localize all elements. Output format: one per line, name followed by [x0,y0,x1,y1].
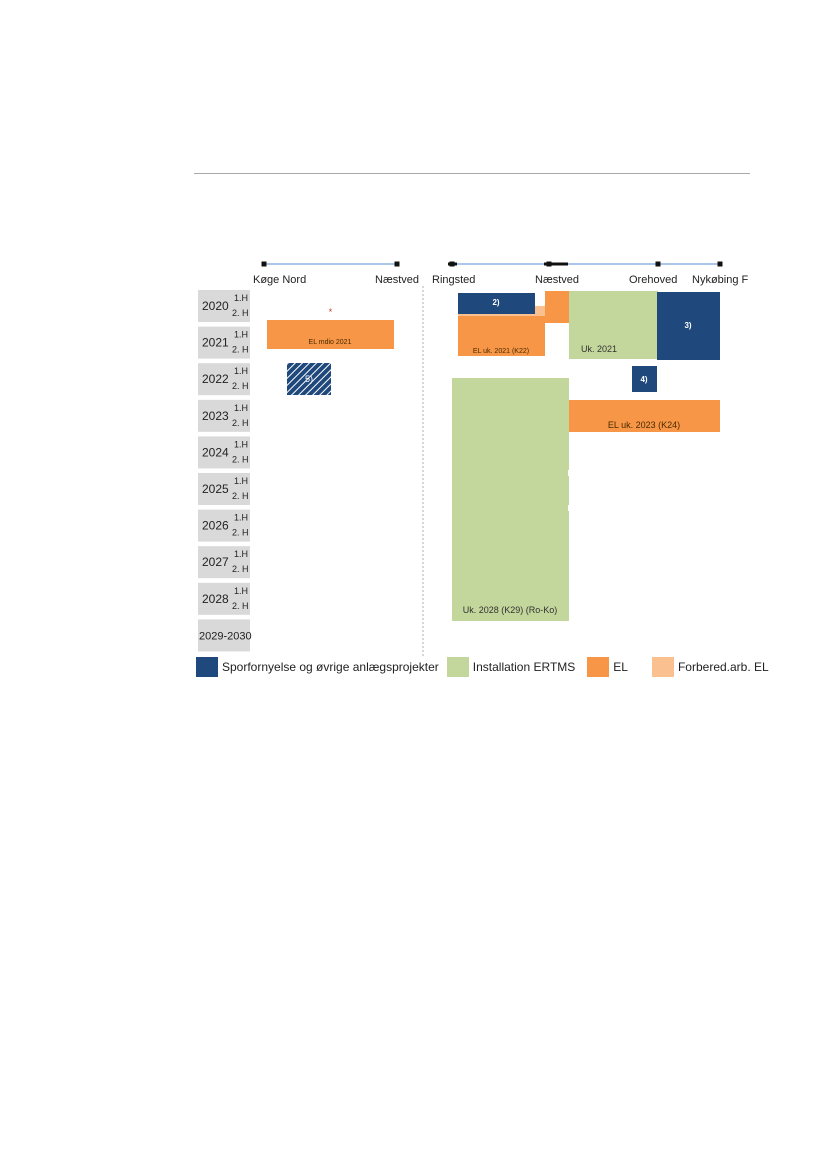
year-cell [198,546,250,579]
legend-label: Sporfornyelse og øvrige anlægsprojekter [222,660,439,674]
legend-label: Forbered.arb. EL [677,660,769,674]
year-label: 2025 [202,482,229,496]
bar-label: 5) [305,374,313,384]
year-cell [198,436,250,469]
legend-label: Installation ERTMS [472,660,576,674]
bar-gap [568,470,571,476]
half-label: 2. H [232,418,249,428]
half-label: 1.H [234,293,248,303]
legend-item-el: EL [587,657,628,677]
half-label: 1.H [234,403,248,413]
bar-note: * [329,307,333,317]
year-label: 2027 [202,555,229,569]
half-label: 1.H [234,513,248,523]
station-label: Ringsted [432,274,475,286]
bar-spor [458,293,535,314]
legend-label: EL [613,660,628,674]
year-label: 2028 [202,592,229,606]
legend-item-spor: Sporfornyelse og øvrige anlægsprojekter [196,657,439,677]
half-label: 1.H [234,476,248,486]
header-rule [194,173,750,174]
year-cell [198,619,250,652]
bar-label: EL uk. 2021 (K22) [473,348,529,355]
bar-ertms [569,291,658,359]
bar-gap [568,505,571,511]
bar-el [458,316,545,356]
year-label: 2023 [202,409,229,423]
station-label: Nykøbing F [692,274,749,286]
legend-swatch [196,657,218,677]
bar-label: Uk. 2021 [581,344,617,354]
half-label: 2. H [232,345,249,355]
station-marker [717,261,723,267]
year-cell [198,509,250,542]
bar-label: EL uk. 2023 (K24) [608,420,680,430]
bar-label: EL mdio 2021 [309,339,352,346]
half-label: 1.H [234,586,248,596]
year-cell [198,399,250,432]
year-cell [198,290,250,322]
half-label: 1.H [234,549,248,559]
legend-swatch [446,657,469,677]
half-label: 1.H [234,330,248,340]
year-cell [198,582,250,615]
half-label: 2. H [232,308,249,318]
year-cell [198,363,250,396]
half-label: 2. H [232,381,249,391]
station-label: Næstved [375,274,419,286]
station-marker [394,261,400,267]
bar-el [545,291,569,323]
station-marker [261,261,267,267]
bar-label: 4) [640,375,647,384]
year-label: 2026 [202,519,229,533]
half-label: 1.H [234,439,248,449]
year-label: 2024 [202,445,229,459]
bar-label: 2) [492,298,499,307]
legend-swatch [587,657,610,677]
legend-item-ertms: Installation ERTMS [446,657,576,677]
year-label: 2020 [202,299,229,313]
bar-spor [287,363,331,395]
bar-label: Uk. 2028 (K29) (Ro-Ko) [463,605,558,615]
bar-el [267,320,394,349]
station-label: Orehoved [629,274,677,286]
year-label: 2029-2030 [199,630,252,642]
station-label: Næstved [535,274,579,286]
legend-swatch [651,657,674,677]
year-cell [198,326,250,359]
half-label: 2. H [232,454,249,464]
bar-spor [657,292,720,360]
legend-item-forb: Forbered.arb. EL [651,657,769,677]
station-label: Køge Nord [253,274,306,286]
half-label: 2. H [232,491,249,501]
half-label: 2. H [232,564,249,574]
bar-spor [632,366,657,392]
year-label: 2021 [202,336,229,350]
bar-ertms [452,378,569,621]
year-cell [198,473,250,505]
bar-label: 3) [684,321,691,330]
year-label: 2022 [202,372,229,386]
half-label: 2. H [232,601,249,611]
bar-el [569,400,720,432]
station-marker [655,261,661,267]
half-label: 1.H [234,366,248,376]
half-label: 2. H [232,528,249,538]
chart-legend: Sporfornyelse og øvrige anlægsprojekter I… [196,656,769,678]
